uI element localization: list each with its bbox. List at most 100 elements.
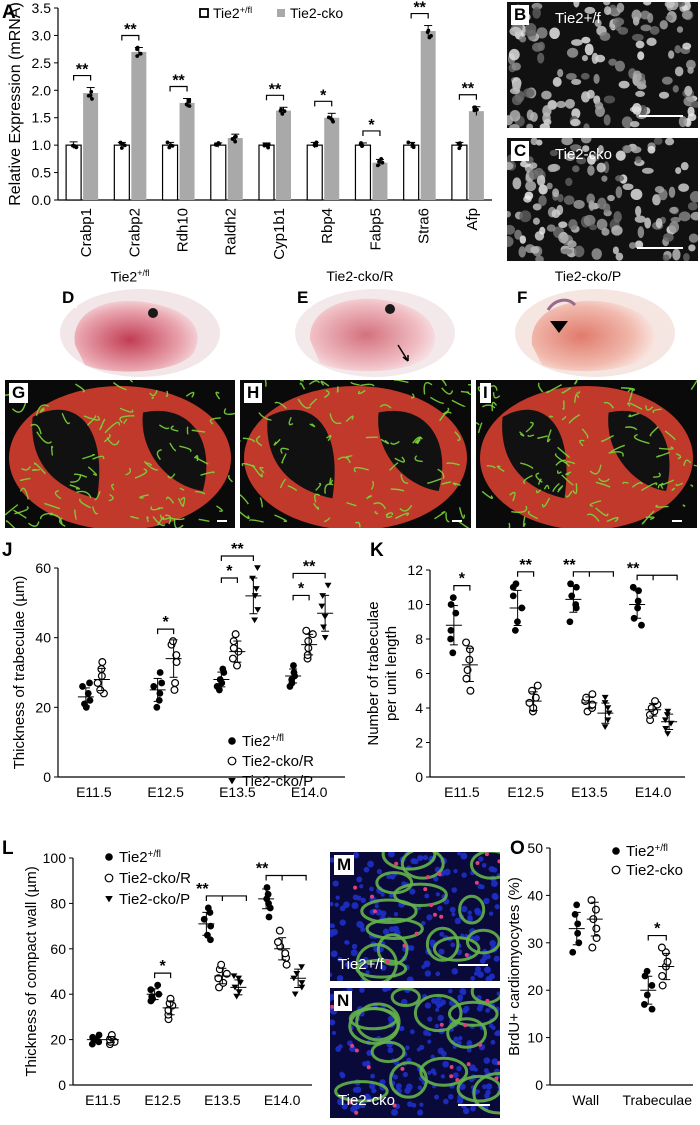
- trabecular-strand: [337, 456, 351, 464]
- trabecular-strand: [458, 521, 470, 528]
- nucleus: [449, 906, 456, 913]
- vessel-ring: [413, 993, 463, 1033]
- trabecular-strand: [39, 512, 53, 520]
- nucleus: [488, 911, 494, 916]
- trabecular-strand: [165, 496, 175, 504]
- embryo-title-d: Tie2+/fl: [110, 268, 150, 285]
- embryo-d-drawing: [60, 289, 220, 377]
- nucleus: [523, 88, 535, 98]
- data-point: [89, 89, 94, 94]
- trabecular-strand: [446, 462, 460, 466]
- nucleus: [466, 1047, 472, 1053]
- panel-letter-j: J: [2, 540, 13, 561]
- panel-letter-i: I: [480, 383, 491, 403]
- trabecular-strand: [576, 391, 581, 394]
- data-point: [251, 617, 259, 624]
- nucleus: [587, 165, 595, 176]
- embryo-title-e: Tie2-cko/R: [326, 268, 394, 284]
- trabecular-strand: [108, 493, 114, 502]
- nucleus: [330, 923, 336, 929]
- y-tick-label: 2.0: [32, 82, 52, 98]
- nucleus: [374, 904, 379, 909]
- trabecular-strand: [320, 380, 330, 387]
- nucleus: [475, 966, 482, 973]
- nucleus: [352, 894, 359, 901]
- significance-label: **: [256, 861, 269, 878]
- vessel-ring: [348, 1007, 400, 1045]
- data-point: [629, 583, 637, 591]
- vessel-ring: [381, 852, 437, 871]
- significance-label: **: [563, 557, 576, 574]
- nucleus: [613, 211, 622, 223]
- bar: [276, 110, 291, 200]
- significance-bracket: [157, 628, 175, 635]
- nucleus: [462, 1107, 470, 1115]
- nucleus: [367, 860, 374, 868]
- nucleus: [526, 123, 534, 128]
- trabecular-strand: [610, 444, 625, 453]
- chart-k-trabeculae-number: 0 2 4 6 8 10 12 Number of trabeculae per unit le…: [365, 557, 685, 800]
- trabecular-strand: [61, 413, 71, 425]
- embryo-photo-f: F: [510, 285, 680, 378]
- panel-letter-m: M: [334, 855, 355, 875]
- y-tick-label: 100: [43, 850, 67, 866]
- nucleus: [359, 922, 365, 929]
- vessel-ring: [446, 1017, 488, 1049]
- brdu-nucleus: [455, 1078, 460, 1083]
- heart-texture-i: [476, 380, 697, 528]
- nucleus: [580, 138, 592, 144]
- trabecular-strand: [185, 391, 195, 398]
- brdu-nucleus: [353, 885, 358, 890]
- nucleus: [649, 26, 660, 35]
- nucleus: [398, 1026, 404, 1031]
- vessel-ring: [458, 894, 486, 925]
- nucleus: [647, 12, 654, 24]
- trabecular-strand: [527, 434, 535, 437]
- nucleus: [507, 224, 516, 235]
- trabecular-strand: [579, 439, 585, 447]
- trabecular-strand: [264, 380, 267, 387]
- nucleus: [507, 235, 514, 248]
- trabecular-strand: [242, 437, 256, 443]
- embryo-e-drawing: [295, 289, 455, 377]
- y-tick-label: 20: [35, 699, 51, 715]
- trabecular-strand: [259, 497, 263, 508]
- data-point: [207, 922, 215, 930]
- y-tick-label: 8: [415, 631, 423, 647]
- bar: [227, 138, 243, 200]
- y-tick-label: 0.5: [32, 165, 52, 181]
- data-point: [312, 142, 317, 147]
- data-point: [154, 981, 162, 989]
- data-point: [328, 116, 333, 120]
- brdu-nucleus: [497, 859, 500, 864]
- trabecular-strand: [158, 424, 170, 430]
- x-tick-label: Fabp5: [367, 208, 384, 251]
- nucleus: [538, 184, 548, 195]
- brdu-nucleus: [366, 1065, 371, 1070]
- panel-letter-b: B: [511, 5, 530, 25]
- trabecular-strand: [76, 490, 92, 499]
- trabecular-strand: [119, 407, 134, 413]
- data-point: [219, 665, 227, 673]
- data-point: [466, 686, 475, 695]
- data-point: [525, 698, 534, 707]
- embryo-photo-d: D: [55, 285, 225, 378]
- data-point: [657, 943, 666, 952]
- significance-label: *: [368, 117, 375, 134]
- nucleus: [435, 1007, 440, 1012]
- nucleus: [331, 1030, 337, 1036]
- nucleus: [339, 905, 346, 912]
- y-tick-label: 60: [50, 941, 66, 957]
- brdu-nucleus: [484, 852, 489, 857]
- significance-bracket: [292, 572, 326, 579]
- trabecular-strand: [198, 518, 210, 522]
- trabecular-strand: [86, 414, 97, 426]
- bar: [210, 144, 227, 201]
- vessel-ring: [456, 1074, 500, 1103]
- trabecular-strand: [682, 504, 686, 507]
- trabecular-strand: [5, 504, 19, 516]
- nucleus: [330, 950, 338, 958]
- trabecular-strand: [589, 464, 602, 475]
- vessel-ring: [393, 882, 448, 908]
- nucleus: [532, 203, 542, 211]
